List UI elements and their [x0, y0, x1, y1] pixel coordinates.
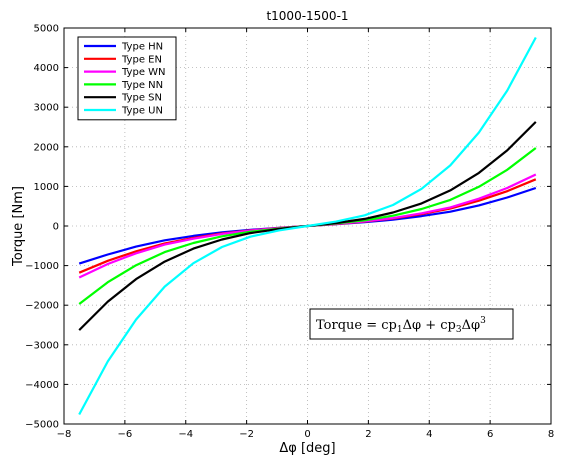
y-tick-label: −5000	[25, 420, 59, 431]
y-tick-label: 5000	[34, 24, 59, 35]
x-tick-label: −4	[178, 429, 193, 440]
series-layer	[78, 36, 537, 416]
formula-prefix: Torque = cp	[316, 318, 397, 333]
formula-sub3: 3	[456, 325, 462, 335]
x-axis-label: Δφ [deg]	[279, 441, 335, 456]
legend-label: Type EN	[121, 54, 162, 65]
y-tick-label: −2000	[25, 301, 59, 312]
y-tick-label: 3000	[34, 103, 59, 114]
x-tick-label: 4	[426, 429, 432, 440]
legend-label: Type HN	[121, 42, 163, 53]
legend-box	[77, 36, 177, 121]
y-tick-label: 2000	[34, 142, 59, 153]
x-tick-label: 0	[304, 429, 310, 440]
x-tick-label: −6	[118, 429, 133, 440]
legend-label: Type NN	[121, 80, 163, 91]
tick-layer: −8 −6 −4 −2 0 2 4 6 8 −5000 −4000 −3000 −2000 −1000 0 1…	[25, 24, 554, 441]
y-tick-label: −4000	[25, 380, 59, 391]
formula-box	[309, 308, 514, 340]
x-tick-label: 6	[487, 429, 493, 440]
legend-label: Type SN	[121, 93, 162, 104]
formula-suffix: Δφ	[462, 318, 481, 333]
formula-annotation: Torque = cp1Δφ + cp3Δφ3	[309, 308, 514, 340]
chart-title: t1000-1500-1	[266, 9, 348, 23]
formula-mid: Δφ + cp	[403, 318, 456, 333]
legend-label: Type WN	[121, 67, 166, 78]
formula-sub1: 1	[397, 325, 403, 335]
x-tick-label: −2	[239, 429, 254, 440]
y-axis-label: Torque [Nm]	[11, 186, 26, 267]
formula-sup: 3	[480, 316, 486, 326]
formula-text: Torque = cp1Δφ + cp3Δφ3	[316, 316, 486, 335]
y-tick-label: 4000	[34, 63, 59, 74]
legend-label: Type UN	[121, 106, 163, 117]
y-tick-label: 0	[53, 222, 59, 233]
y-tick-label: −3000	[25, 340, 59, 351]
x-tick-label: 2	[365, 429, 371, 440]
x-tick-label: −8	[57, 429, 72, 440]
series-line-type-un	[78, 36, 537, 416]
x-tick-label: 8	[548, 429, 554, 440]
y-tick-label: 1000	[34, 182, 59, 193]
y-tick-label: −1000	[25, 261, 59, 272]
